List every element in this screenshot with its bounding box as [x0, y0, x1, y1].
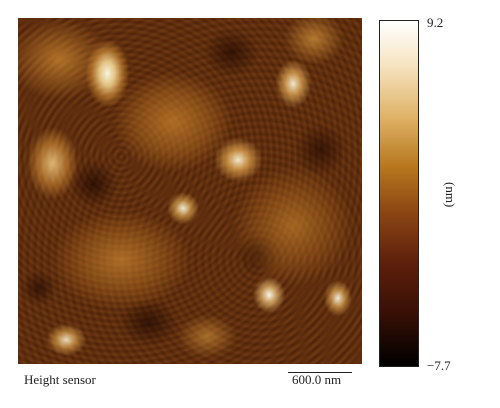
scale-bar-label: 600.0 nm: [292, 372, 342, 387]
color-scale-bar: [379, 20, 419, 367]
colorbar-unit-label: (nm): [443, 182, 458, 208]
colorbar-max-label: 9.2: [427, 15, 444, 30]
afm-height-image: [18, 18, 362, 364]
colorbar-min-label: −7.7: [427, 358, 451, 373]
scale-bar-line: [288, 372, 352, 373]
image-caption: Height sensor: [24, 372, 96, 387]
